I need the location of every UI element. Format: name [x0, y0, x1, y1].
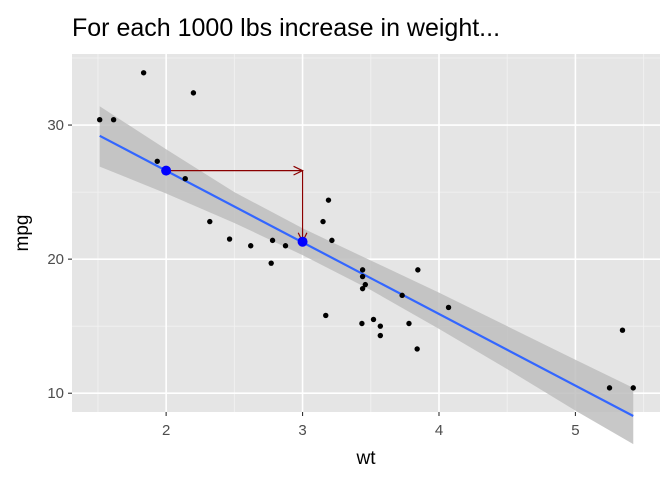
x-axis-ticks: 2 3 4 5 [162, 412, 580, 439]
data-point [359, 267, 366, 273]
data-point [323, 312, 329, 319]
data-point [630, 385, 636, 391]
data-point [110, 117, 117, 123]
highlight-point [297, 236, 308, 247]
data-point [248, 243, 254, 249]
x-tick-label: 3 [298, 422, 306, 439]
data-point [406, 320, 412, 327]
data-point [226, 236, 233, 242]
regression-line [99, 134, 634, 417]
data-point [370, 316, 377, 323]
data-point [282, 243, 289, 249]
data-point [445, 304, 452, 311]
data-point [96, 117, 103, 123]
data-point [269, 237, 276, 244]
minor-gridlines [72, 54, 660, 412]
data-point [359, 320, 365, 327]
y-axis-label: mpg [12, 215, 33, 252]
data-point [377, 332, 384, 339]
data-points [96, 70, 636, 391]
data-point [415, 267, 421, 273]
y-axis-ticks: 10 20 30 [47, 117, 72, 402]
data-point [359, 273, 366, 280]
highlight-points [161, 165, 308, 247]
y-tick-label: 10 [47, 385, 64, 402]
highlight-point [161, 165, 172, 176]
data-point [154, 158, 160, 164]
data-point [329, 237, 335, 244]
data-point [362, 281, 369, 288]
data-point [359, 285, 366, 292]
x-tick-label: 4 [435, 422, 443, 439]
data-point [207, 218, 213, 225]
data-point [325, 197, 332, 203]
data-point [606, 385, 613, 391]
y-tick-label: 20 [47, 251, 64, 268]
data-point [399, 292, 405, 299]
data-point [619, 327, 626, 333]
x-tick-label: 2 [162, 422, 170, 439]
y-tick-label: 30 [47, 117, 64, 134]
plot-panel [72, 54, 660, 412]
x-tick-label: 5 [571, 422, 579, 439]
chart-title: For each 1000 lbs increase in weight... [72, 14, 500, 42]
x-axis-label: wt [356, 448, 377, 469]
data-point [190, 90, 197, 96]
data-point [182, 175, 188, 182]
data-point [320, 218, 326, 225]
data-point [414, 346, 420, 352]
data-point [268, 260, 274, 266]
data-point [377, 323, 384, 329]
data-point [140, 70, 147, 76]
